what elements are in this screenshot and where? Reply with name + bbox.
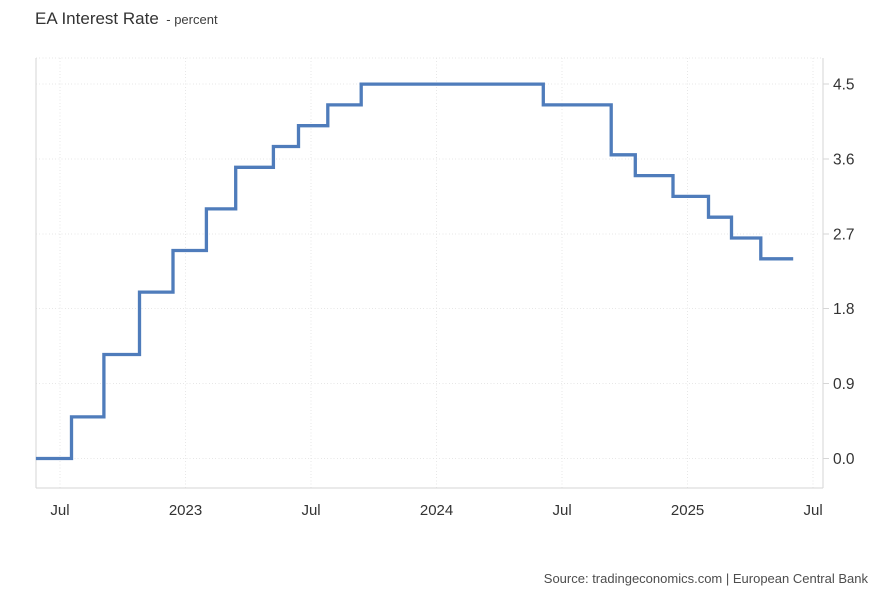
x-tick-label: Jul [301, 502, 320, 519]
y-tick-label: 0.9 [833, 376, 855, 393]
x-tick-label: 2023 [169, 502, 202, 519]
x-tick-label: 2024 [420, 502, 453, 519]
y-tick-label: 1.8 [833, 301, 855, 318]
x-tick-label: Jul [50, 502, 69, 519]
chart-header: EA Interest Rate - percent [35, 9, 218, 29]
y-tick-label: 2.7 [833, 226, 855, 243]
x-tick-label: 2025 [671, 502, 704, 519]
x-tick-label: Jul [552, 502, 571, 519]
source-attribution: Source: tradingeconomics.com | European … [543, 571, 868, 586]
step-line-chart: Jul 2023 Jul 2024 Jul 2025 Jul 0.0 0.9 1.8 2.7 3.6 4… [35, 57, 855, 519]
chart-subtitle: - percent [166, 12, 218, 27]
y-tick-label: 3.6 [833, 151, 855, 168]
y-tick-label: 4.5 [833, 77, 855, 94]
y-tick-label: 0.0 [833, 451, 855, 468]
x-tick-label: Jul [804, 502, 823, 519]
chart-title: EA Interest Rate [35, 9, 159, 28]
interest-rate-step-line [35, 82, 794, 461]
